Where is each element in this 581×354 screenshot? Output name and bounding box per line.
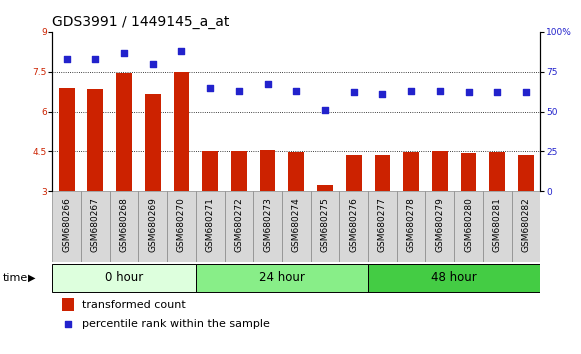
Text: ▶: ▶	[28, 273, 35, 283]
Bar	[138, 191, 167, 262]
Text: GSM680273: GSM680273	[263, 197, 272, 252]
Point	[407, 88, 416, 93]
Text: GSM680274: GSM680274	[292, 197, 301, 252]
Bar	[403, 152, 419, 191]
Text: transformed count: transformed count	[81, 300, 185, 310]
Bar	[512, 191, 540, 262]
Bar	[253, 191, 282, 262]
Bar	[196, 263, 368, 292]
Point	[64, 321, 73, 327]
Text: 0 hour: 0 hour	[105, 272, 143, 284]
Bar	[425, 191, 454, 262]
Bar	[288, 152, 304, 191]
Bar	[202, 151, 218, 191]
Bar	[375, 155, 390, 191]
Bar	[174, 72, 189, 191]
Point	[292, 88, 301, 93]
Point	[521, 90, 530, 95]
Point	[378, 91, 387, 97]
Text: percentile rank within the sample: percentile rank within the sample	[81, 319, 270, 329]
Bar	[196, 191, 224, 262]
Bar	[483, 191, 512, 262]
Text: GSM680277: GSM680277	[378, 197, 387, 252]
Text: GSM680282: GSM680282	[522, 197, 530, 252]
Bar	[110, 191, 138, 262]
Bar	[145, 94, 161, 191]
Point	[263, 81, 272, 87]
Bar	[317, 184, 333, 191]
Point	[234, 88, 243, 93]
Bar	[62, 298, 74, 312]
Text: GSM680266: GSM680266	[62, 197, 71, 252]
Point	[493, 90, 502, 95]
Text: GDS3991 / 1449145_a_at: GDS3991 / 1449145_a_at	[52, 16, 229, 29]
Text: 24 hour: 24 hour	[259, 272, 305, 284]
Bar	[260, 150, 275, 191]
Bar	[88, 89, 103, 191]
Text: GSM680270: GSM680270	[177, 197, 186, 252]
Bar	[52, 263, 196, 292]
Bar	[518, 154, 534, 191]
Bar	[167, 191, 196, 262]
Point	[435, 88, 444, 93]
Bar	[461, 154, 476, 191]
Bar	[116, 73, 132, 191]
Text: GSM680281: GSM680281	[493, 197, 502, 252]
Point	[206, 85, 215, 91]
Point	[177, 48, 186, 54]
Point	[464, 90, 473, 95]
Bar	[397, 191, 425, 262]
Point	[62, 56, 71, 62]
Text: GSM680269: GSM680269	[148, 197, 157, 252]
Text: GSM680280: GSM680280	[464, 197, 473, 252]
Point	[148, 61, 157, 67]
Text: GSM680272: GSM680272	[234, 197, 243, 252]
Text: GSM680279: GSM680279	[435, 197, 444, 252]
Text: time: time	[3, 273, 28, 283]
Bar	[52, 191, 81, 262]
Point	[120, 50, 129, 55]
Text: 48 hour: 48 hour	[431, 272, 477, 284]
Text: GSM680275: GSM680275	[321, 197, 329, 252]
Text: GSM680276: GSM680276	[349, 197, 358, 252]
Bar	[231, 151, 247, 191]
Bar	[346, 154, 361, 191]
Point	[91, 56, 100, 62]
Bar	[489, 152, 505, 191]
Point	[320, 107, 329, 113]
Text: GSM680271: GSM680271	[206, 197, 215, 252]
Bar	[282, 191, 311, 262]
Text: GSM680278: GSM680278	[407, 197, 415, 252]
Bar	[311, 191, 339, 262]
Point	[349, 90, 358, 95]
Text: GSM680268: GSM680268	[120, 197, 128, 252]
Bar	[339, 191, 368, 262]
Bar	[59, 88, 74, 191]
Bar	[432, 151, 448, 191]
Bar	[81, 191, 110, 262]
Text: GSM680267: GSM680267	[91, 197, 100, 252]
Bar	[454, 191, 483, 262]
Bar	[224, 191, 253, 262]
Bar	[368, 263, 540, 292]
Bar	[368, 191, 397, 262]
